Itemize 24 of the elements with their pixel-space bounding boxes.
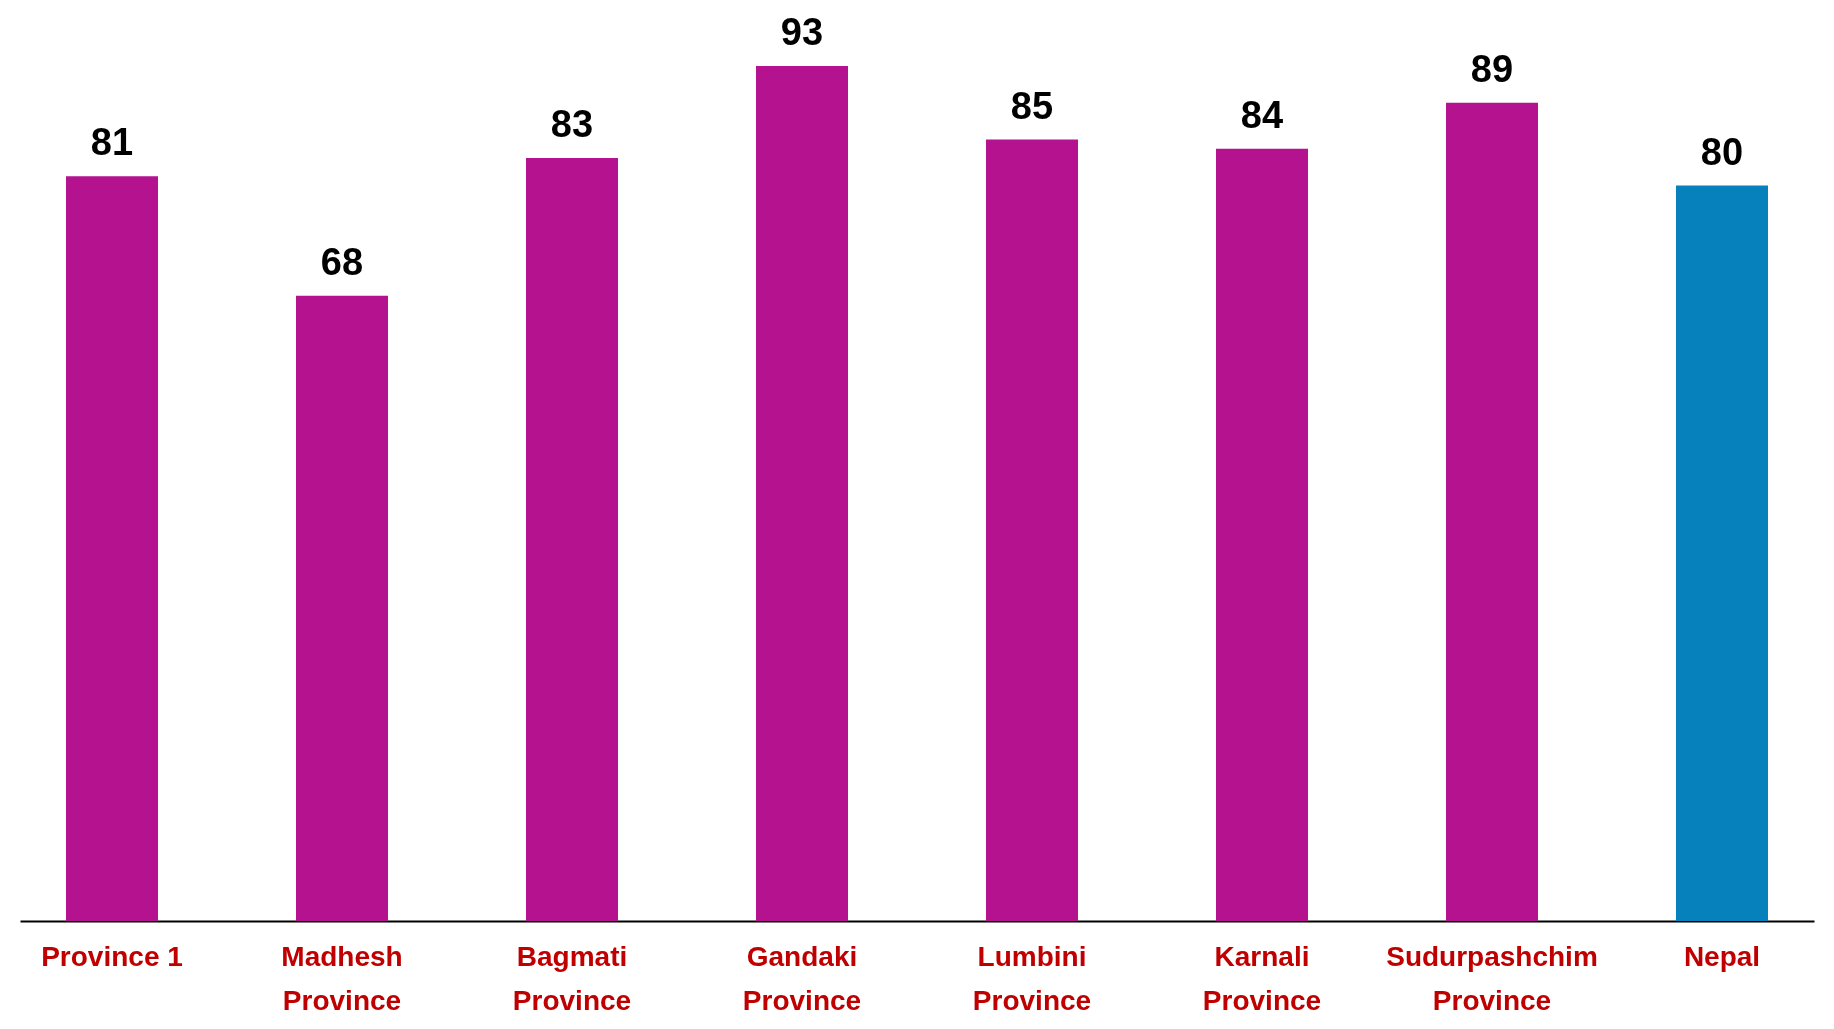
x-tick-label: Bagmati Province — [512, 940, 632, 1016]
bar — [526, 157, 618, 921]
bar — [1216, 148, 1308, 921]
x-tick-label: Nepal — [1683, 940, 1761, 972]
x-tick-label: Gandaki Province — [742, 940, 862, 1016]
bar — [1676, 185, 1768, 921]
bar — [296, 295, 388, 921]
data-label: 68 — [320, 240, 364, 283]
data-label: 85 — [1010, 84, 1054, 127]
bar — [1446, 102, 1538, 921]
x-tick-label: Province 1 — [41, 940, 183, 972]
data-label: 80 — [1700, 130, 1744, 173]
data-label: 84 — [1240, 93, 1284, 136]
data-label: 89 — [1470, 47, 1514, 90]
x-tick-label: Sudurpashchim Province — [1386, 940, 1598, 1016]
x-tick-label: Madhesh Province — [281, 940, 403, 1016]
bar — [986, 139, 1078, 921]
bar — [66, 176, 158, 921]
x-tick-label: Lumbini Province — [972, 940, 1092, 1016]
data-label: 81 — [90, 121, 134, 164]
data-label: 83 — [550, 102, 594, 145]
bar — [756, 66, 848, 921]
x-tick-label: Karnali Province — [1202, 940, 1322, 1016]
data-label: 93 — [780, 11, 824, 53]
